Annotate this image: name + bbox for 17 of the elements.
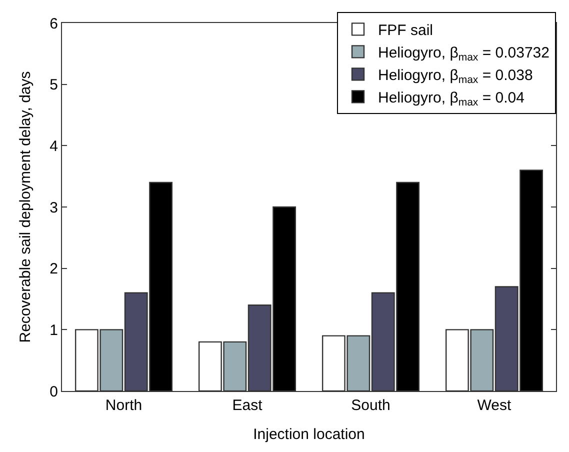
x-tick-label: South — [351, 397, 390, 414]
y-tick-label: 0 — [50, 383, 58, 400]
y-tick-label: 3 — [50, 199, 58, 216]
legend-label: Heliogyro, β$_{max}$ = 0.04 — [378, 90, 524, 109]
y-tick-label: 6 — [50, 15, 58, 32]
y-axis-title: Recoverable sail deployment delay, days — [16, 71, 34, 343]
x-tick-label: North — [105, 397, 142, 414]
y-tick-label: 5 — [50, 76, 58, 94]
y-tick-label: 4 — [50, 138, 58, 155]
y-tick-label: 1 — [50, 322, 58, 339]
x-tick-label: East — [232, 397, 264, 414]
legend-label: Heliogyro, β$_{max}$ = 0.03732 — [378, 44, 550, 64]
y-tick-label: 2 — [50, 260, 58, 278]
x-tick-label: West — [477, 397, 512, 414]
x-axis-title: Injection location — [253, 426, 365, 443]
legend-label: Heliogyro, β$_{max}$ = 0.038 — [378, 67, 533, 86]
legend-label: FPF sail — [378, 22, 434, 40]
